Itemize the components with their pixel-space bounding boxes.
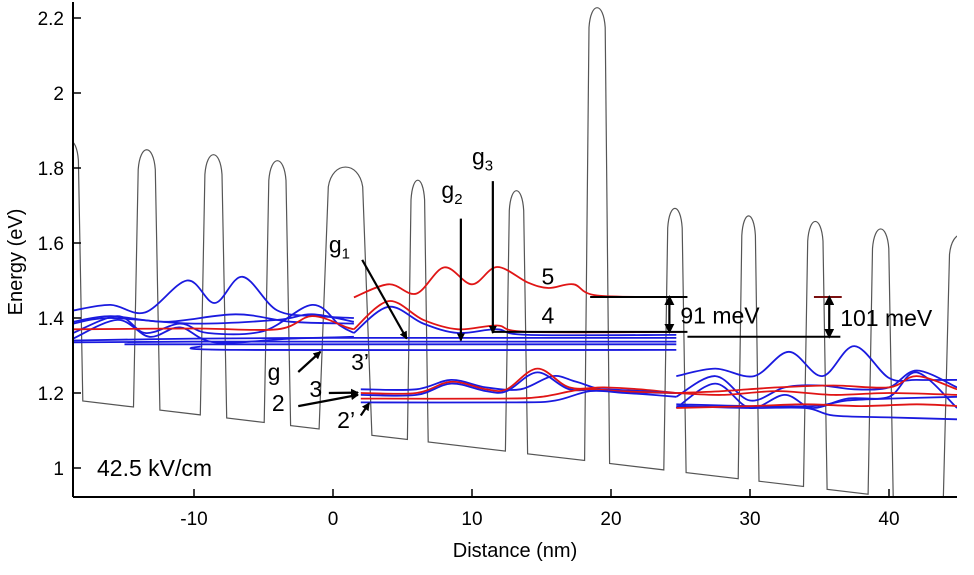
state-label-3: 3	[309, 376, 322, 402]
wavefunction-state-5-red	[354, 267, 681, 297]
state-label-text: 5	[542, 263, 555, 289]
y-tick-label: 1	[53, 459, 64, 480]
conduction-band-layer	[58, 8, 974, 508]
y-tick-label: 1.4	[38, 309, 65, 330]
tick-layer: -10 0 10 20 30 40 1 1.2 1.4 1.6 1.8 2 2.2	[38, 9, 900, 530]
x-tick-label: 0	[328, 509, 339, 530]
state-label-text: g	[472, 143, 485, 169]
x-axis-label: Distance (nm)	[453, 540, 577, 562]
y-tick-label: 2	[53, 84, 64, 105]
y-tick-label: 1.8	[38, 159, 64, 180]
state-label-2: 2	[272, 390, 285, 416]
state-pointer-arrow	[298, 395, 358, 406]
state-label-5: 5	[542, 263, 555, 289]
y-tick-label: 1.2	[38, 384, 64, 405]
state-pointer-arrow	[361, 403, 369, 415]
wavefunction-g-blue-b	[73, 342, 676, 343]
state-label-g3: g3	[472, 143, 493, 174]
state-label-g2: g2	[441, 177, 462, 208]
wavefunction-left-blue-1	[73, 277, 354, 318]
y-tick-label: 1.6	[38, 234, 64, 255]
wavefunction-right-blue-3	[676, 372, 957, 408]
x-tick-label: 40	[878, 509, 899, 530]
y-axis-label: Energy (eV)	[5, 209, 27, 316]
state-label-text: 2	[272, 390, 285, 416]
wavefunction-g-blue-d	[190, 346, 676, 350]
state-pointer-arrow	[362, 260, 406, 339]
energy-gap-label: 91 meV	[680, 302, 760, 328]
state-label-g: g	[268, 359, 281, 385]
state-label-2prime: 2’	[337, 407, 355, 433]
state-label-subscript: 3	[485, 157, 493, 174]
state-label-g1: g1	[329, 231, 350, 262]
conduction-band-profile	[58, 8, 974, 508]
state-label-4: 4	[542, 303, 555, 329]
x-tick-label: 30	[739, 509, 760, 530]
y-tick-label: 2.2	[38, 9, 64, 30]
state-label-text: g	[441, 177, 454, 203]
state-label-text: g	[329, 231, 342, 257]
state-label-text: g	[268, 359, 281, 385]
state-label-text: 4	[542, 303, 555, 329]
wavefunction-state-4-red	[354, 301, 681, 332]
state-pointer-arrow	[298, 352, 320, 372]
field-strength-label: 42.5 kV/cm	[97, 455, 212, 481]
x-tick-label: 20	[600, 509, 621, 530]
x-tick-label: -10	[180, 509, 207, 530]
state-label-subscript: 2	[454, 191, 462, 208]
state-label-subscript: 1	[342, 245, 350, 262]
x-tick-label: 10	[461, 509, 482, 530]
axes	[73, 2, 957, 497]
state-label-text: 2’	[337, 407, 355, 433]
state-label-3prime: 3’	[351, 349, 369, 375]
energy-gap-label: 101 meV	[840, 305, 933, 331]
state-label-text: 3’	[351, 349, 369, 375]
state-label-text: 3	[309, 376, 322, 402]
